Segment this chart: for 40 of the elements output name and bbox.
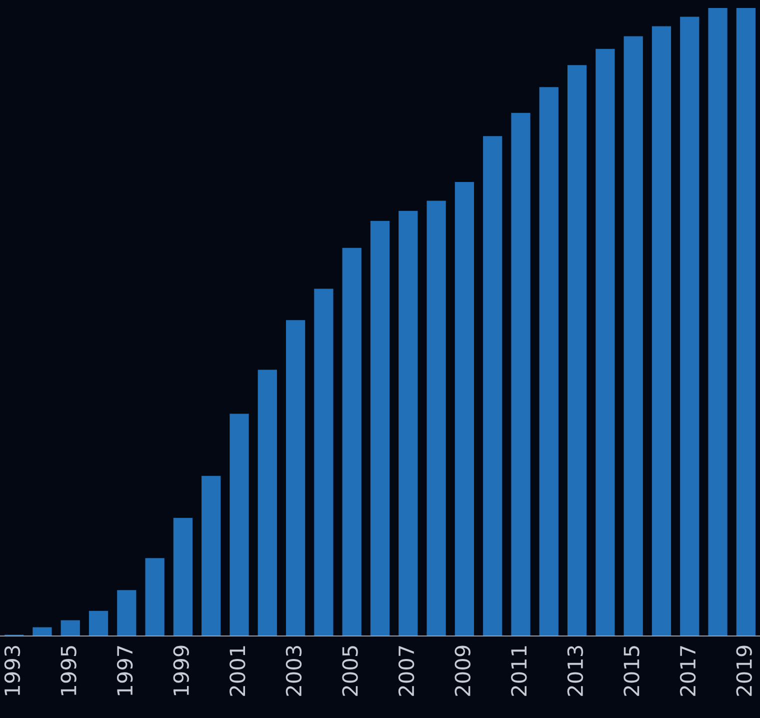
bar: [708, 8, 728, 636]
bar: [511, 112, 530, 636]
bar: [286, 320, 306, 636]
x-tick-label: 1999: [173, 646, 190, 696]
x-tick-label: 2019: [736, 646, 752, 696]
bar: [314, 288, 334, 636]
x-tick-label: 2009: [454, 646, 470, 696]
x-tick-label: 1997: [116, 646, 133, 696]
bar: [370, 220, 390, 636]
bar: [539, 87, 558, 636]
bar: [258, 370, 277, 636]
bar: [454, 182, 474, 636]
bar: [398, 210, 418, 636]
bar: [342, 248, 362, 636]
bar: [426, 200, 446, 636]
x-tick-label: 2011: [511, 646, 527, 696]
x-tick-label: 2003: [286, 646, 302, 696]
bar: [145, 558, 164, 636]
bar: [624, 36, 643, 636]
bar: [596, 48, 615, 636]
bar: [230, 414, 249, 636]
bar: [680, 16, 700, 636]
x-tick-label: 2017: [680, 646, 696, 696]
bar: [60, 620, 80, 636]
x-tick-label: 2001: [230, 646, 246, 696]
bar: [652, 26, 672, 636]
x-tick-label: 2007: [398, 646, 414, 696]
x-tick-label: 1995: [60, 646, 76, 696]
bar: [736, 8, 756, 636]
bar: [32, 627, 52, 636]
bar: [483, 136, 502, 636]
x-tick-label: 2013: [567, 646, 584, 696]
x-tick-label: 1993: [4, 646, 20, 696]
bar: [567, 65, 587, 636]
bar: [117, 590, 136, 636]
x-tick-label: 2005: [342, 646, 358, 696]
bar: [202, 476, 221, 636]
x-tick-label: 2015: [624, 646, 640, 696]
bar: [173, 518, 193, 636]
bar: [88, 610, 108, 636]
